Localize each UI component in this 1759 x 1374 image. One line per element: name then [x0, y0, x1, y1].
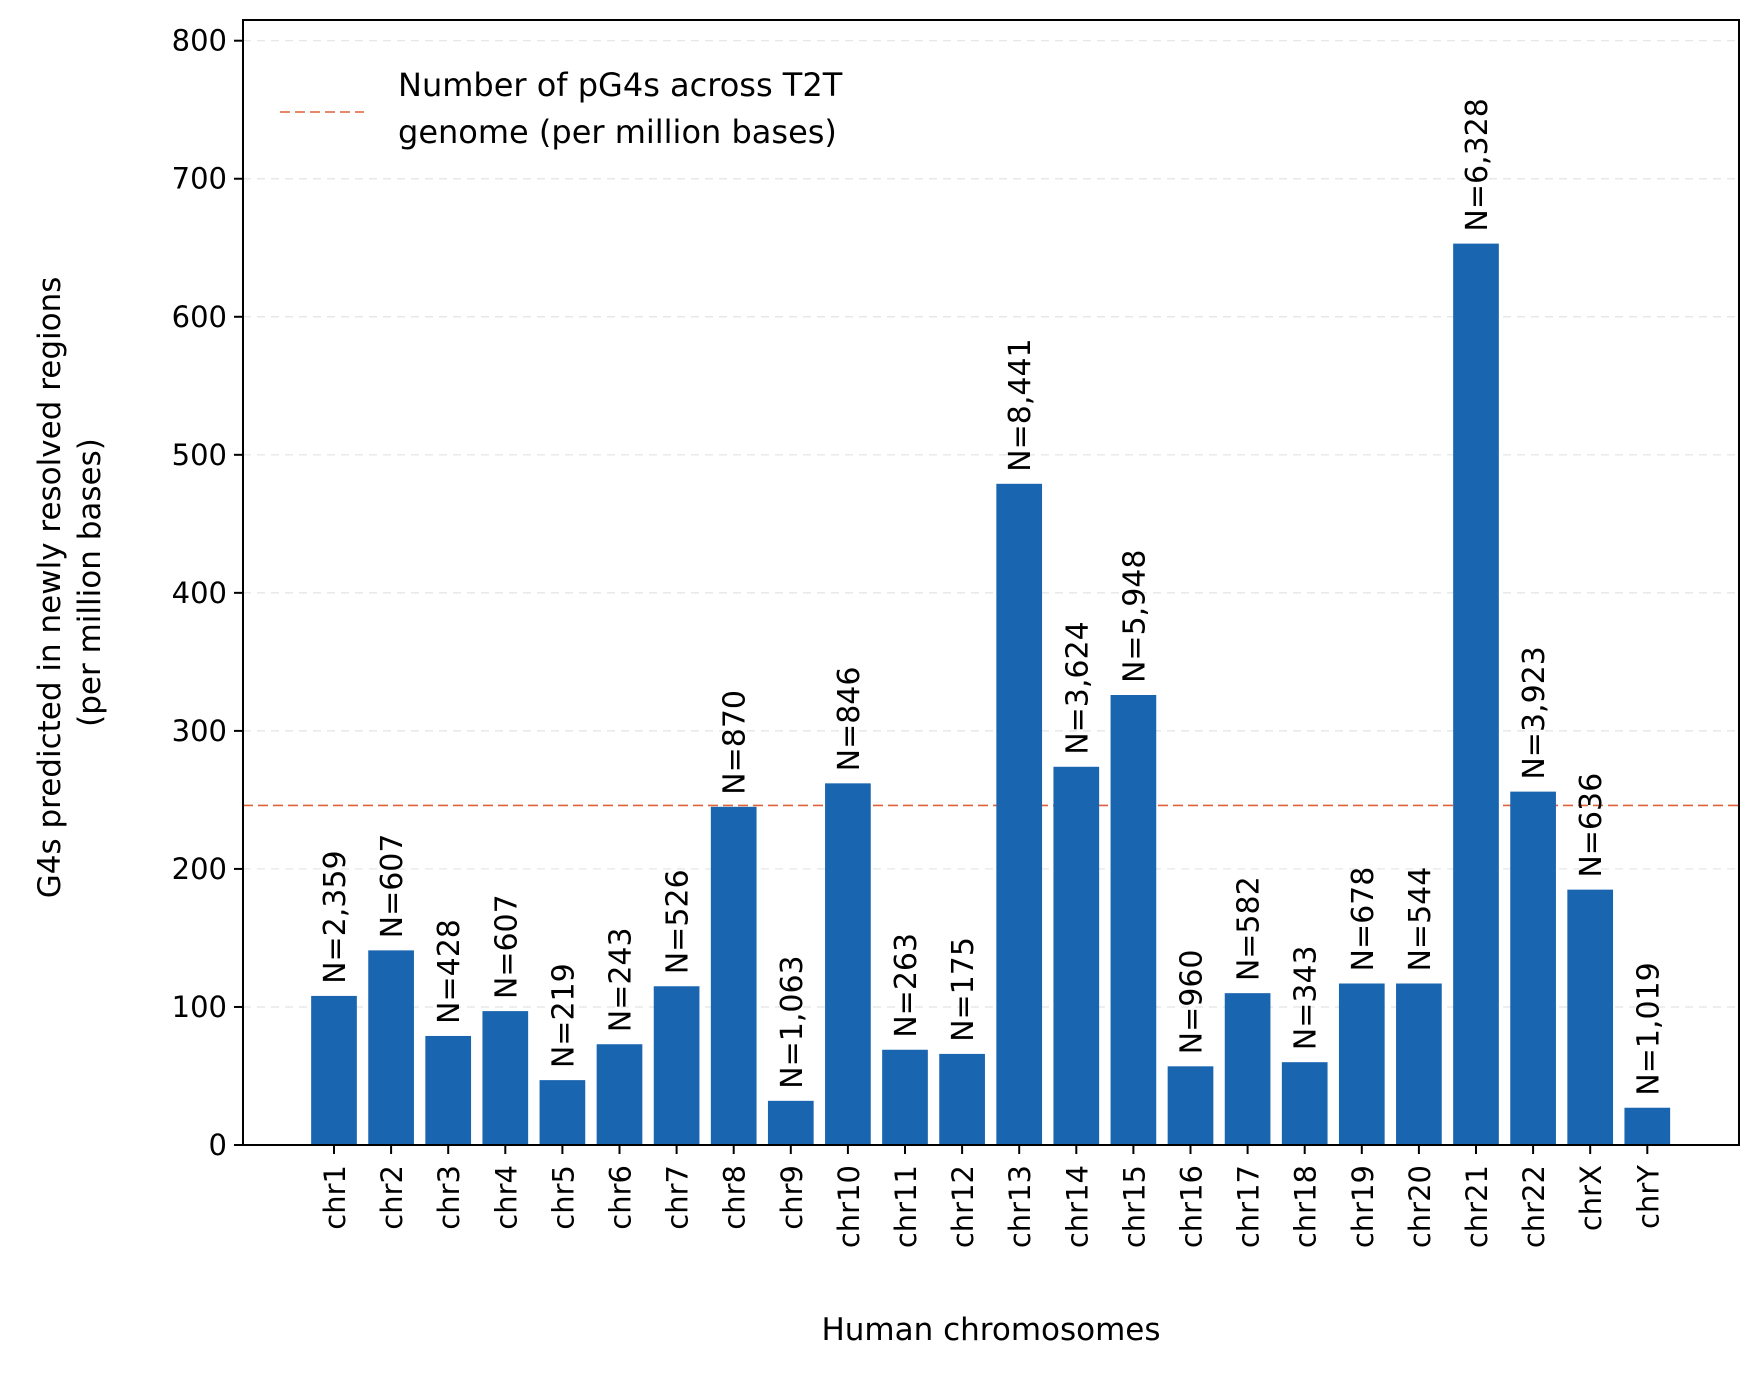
bar-label-chr11: N=263	[889, 933, 924, 1038]
bar-label-chr13: N=8,441	[1003, 338, 1038, 471]
bar-chr22	[1510, 791, 1556, 1145]
legend-entry-line-1: Number of pG4s across T2T	[398, 66, 843, 104]
y-tick-label: 700	[172, 162, 227, 196]
bar-label-chr22: N=3,923	[1517, 646, 1552, 779]
x-axis-ticks: chr1 chr2 chr3 chr4 chr5 chr6 chr7 chr8 chr9 chr1…	[318, 1145, 1665, 1248]
bar-label-chr7: N=526	[661, 869, 696, 974]
bar-chr5	[539, 1080, 586, 1145]
bar-label-chr18: N=343	[1289, 945, 1324, 1050]
x-tick-label-chrY: chrY	[1631, 1165, 1665, 1229]
legend: Number of pG4s across T2T genome (per mi…	[280, 66, 843, 151]
bar-chr7	[653, 986, 700, 1145]
bar-chr12	[939, 1053, 985, 1145]
bar-label-chr10: N=846	[832, 666, 867, 771]
bars	[311, 243, 1671, 1145]
x-tick-label-chr20: chr20	[1403, 1165, 1437, 1248]
bar-chrY	[1624, 1107, 1671, 1145]
bar-label-chr14: N=3,624	[1060, 621, 1095, 754]
bar-chr9	[767, 1100, 814, 1145]
bar-chr13	[996, 483, 1043, 1145]
bar-chr21	[1453, 243, 1499, 1145]
x-tick-label-chr11: chr11	[889, 1165, 923, 1248]
bar-label-chr5: N=219	[546, 963, 581, 1068]
x-tick-label-chr9: chr9	[775, 1165, 809, 1230]
x-tick-label-chr4: chr4	[489, 1165, 523, 1230]
bar-chr14	[1053, 766, 1100, 1145]
x-tick-label-chrX: chrX	[1574, 1165, 1608, 1231]
bar-label-chrX: N=636	[1574, 773, 1609, 878]
y-axis-ticks: 0 100 200 300 400 500 600 700 800	[172, 24, 243, 1162]
bar-chr17	[1224, 993, 1271, 1145]
bar-label-chr1: N=2,359	[318, 850, 353, 983]
bar-chr11	[882, 1049, 928, 1145]
y-axis-label-line-2: (per million bases)	[72, 438, 108, 727]
bar-chr4	[482, 1011, 529, 1145]
x-tick-label-chr6: chr6	[604, 1165, 638, 1230]
x-tick-label-chr15: chr15	[1117, 1165, 1151, 1248]
y-axis-label-line-1: G4s predicted in newly resolved regions	[32, 277, 68, 899]
y-tick-label: 300	[172, 714, 227, 748]
bar-chr20	[1396, 983, 1442, 1145]
bar-data-labels: N=2,359 N=607 N=428 N=607 N=219 N=243 N=526 N=8…	[318, 98, 1666, 1096]
y-tick-label: 800	[172, 24, 227, 58]
x-tick-label-chr10: chr10	[832, 1165, 866, 1248]
y-tick-label: 200	[172, 852, 227, 886]
bar-chr18	[1281, 1062, 1328, 1145]
bar-label-chr2: N=607	[375, 834, 410, 939]
bar-label-chr15: N=5,948	[1117, 550, 1152, 683]
bar-label-chrY: N=1,019	[1631, 962, 1666, 1095]
bar-label-chr4: N=607	[489, 894, 524, 999]
y-tick-label: 400	[172, 576, 227, 610]
bar-label-chr20: N=544	[1403, 867, 1438, 972]
bar-label-chr16: N=960	[1175, 949, 1210, 1054]
legend-entry-line-2: genome (per million bases)	[398, 113, 837, 151]
bar-label-chr17: N=582	[1232, 876, 1267, 981]
bar-label-chr12: N=175	[946, 937, 981, 1042]
x-tick-label-chr1: chr1	[318, 1165, 352, 1230]
bar-chr10	[825, 783, 871, 1145]
x-tick-label-chr13: chr13	[1003, 1165, 1037, 1248]
bar-label-chr8: N=870	[718, 690, 753, 795]
bar-chr3	[425, 1035, 472, 1145]
plot-frame	[242, 19, 1740, 1146]
bar-chr1	[311, 995, 357, 1145]
x-tick-label-chr22: chr22	[1517, 1165, 1551, 1248]
x-tick-label-chr16: chr16	[1175, 1165, 1209, 1248]
bar-chr15	[1110, 695, 1157, 1145]
bar-label-chr6: N=243	[604, 927, 639, 1032]
x-tick-label-chr19: chr19	[1346, 1165, 1380, 1248]
bar-label-chr9: N=1,063	[775, 955, 810, 1088]
y-tick-label: 100	[172, 990, 227, 1024]
bar-label-chr19: N=678	[1346, 867, 1381, 972]
bar-chrX	[1567, 889, 1614, 1145]
x-tick-label-chr17: chr17	[1232, 1165, 1266, 1248]
x-tick-label-chr2: chr2	[375, 1165, 409, 1230]
x-tick-label-chr18: chr18	[1289, 1165, 1323, 1248]
y-tick-label: 500	[172, 438, 227, 472]
x-tick-label-chr21: chr21	[1460, 1165, 1494, 1248]
x-tick-label-chr12: chr12	[946, 1165, 980, 1248]
x-tick-label-chr7: chr7	[661, 1165, 695, 1230]
x-tick-label-chr5: chr5	[546, 1165, 580, 1230]
y-tick-label: 0	[209, 1128, 227, 1162]
bar-chr6	[596, 1044, 643, 1145]
y-axis-label: G4s predicted in newly resolved regions …	[32, 267, 108, 899]
x-tick-label-chr8: chr8	[718, 1165, 752, 1230]
bar-chr19	[1338, 983, 1385, 1145]
y-tick-label: 600	[172, 300, 227, 334]
bar-chr8	[710, 806, 757, 1145]
bar-chr2	[368, 950, 414, 1145]
x-axis-label: Human chromosomes	[821, 1312, 1160, 1348]
bar-label-chr3: N=428	[432, 919, 467, 1024]
x-tick-label-chr3: chr3	[432, 1165, 466, 1230]
bar-chr16	[1167, 1066, 1214, 1145]
bar-label-chr21: N=6,328	[1460, 98, 1495, 231]
x-tick-label-chr14: chr14	[1060, 1165, 1094, 1248]
